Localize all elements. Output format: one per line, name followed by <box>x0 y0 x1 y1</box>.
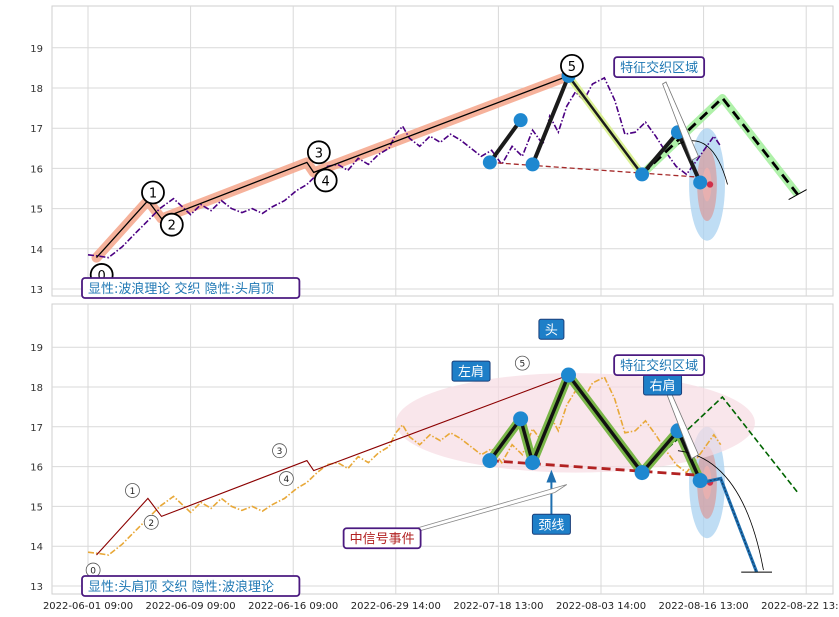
pattern-node <box>482 155 497 170</box>
x-tick-label: 2022-08-16 13:00 <box>659 601 749 612</box>
pattern-node <box>513 411 529 427</box>
y-tick-label: 18 <box>30 84 43 95</box>
x-tick-label: 2022-06-01 09:00 <box>43 601 133 612</box>
y-tick-label: 16 <box>30 463 43 474</box>
y-tick-label: 13 <box>30 285 43 296</box>
head-shoulders-stroke <box>530 75 571 166</box>
pattern-node <box>525 157 540 172</box>
annotation-text: 特征交织区域 <box>620 358 698 374</box>
annotation-text: 头 <box>545 323 558 338</box>
wave-label-circle <box>141 180 165 205</box>
annotation-text: 左肩 <box>458 364 484 380</box>
annotation-box <box>613 354 706 377</box>
annotation-text: 中信号事件 <box>350 532 415 547</box>
forecast-line <box>641 95 799 196</box>
annotation-text: 特征交织区域 <box>620 60 698 76</box>
y-tick-label: 18 <box>30 383 43 394</box>
annotation-box <box>451 360 491 382</box>
x-tick-label: 2022-06-29 14:00 <box>351 601 441 612</box>
forecast-end-tick <box>788 189 807 200</box>
wave-label-circle <box>159 212 184 237</box>
info-label-box <box>81 575 301 597</box>
y-tick-label: 19 <box>30 44 43 55</box>
head-shoulders-stroke <box>676 131 703 184</box>
y-tick-label: 13 <box>30 582 43 593</box>
wave-label-text: 5 <box>519 360 525 370</box>
pattern-node <box>693 175 708 190</box>
x-tick-label: 2022-06-16 09:00 <box>248 601 338 612</box>
y-tick-label: 15 <box>30 502 43 513</box>
x-tick-label: 2022-07-18 13:00 <box>453 601 543 612</box>
pattern-node <box>513 113 528 128</box>
wave-label-circle <box>272 443 287 459</box>
wave-label-text: 2 <box>148 519 154 529</box>
price-line <box>87 76 722 259</box>
annotation-text: 右肩 <box>650 378 676 394</box>
x-tick-label: 2022-08-03 14:00 <box>556 601 646 612</box>
feature-zone-arrow <box>662 81 699 161</box>
head-shoulders-stroke <box>640 130 680 176</box>
info-label-text: 显性:波浪理论 交织 隐性:头肩顶 <box>88 281 274 297</box>
neckline <box>489 161 701 178</box>
annotation-box <box>538 318 565 340</box>
wave-label-text: 3 <box>277 447 283 457</box>
annotation-box <box>342 527 422 550</box>
pattern-node <box>635 167 650 182</box>
wave-label-text: 4 <box>283 475 289 485</box>
y-tick-label: 16 <box>30 164 43 175</box>
wave-label-text: 3 <box>315 146 323 161</box>
neckline-arrow-head <box>546 469 557 483</box>
wave-label-text: 4 <box>322 174 330 189</box>
wave-label-text: 1 <box>130 487 136 497</box>
price-line <box>87 376 722 556</box>
wave-label-circle <box>306 140 331 165</box>
pattern-node <box>561 367 577 383</box>
info-label-text: 显性:头肩顶 交织 隐性:波浪理论 <box>88 579 274 595</box>
wave-label-circle <box>125 483 140 498</box>
wave-label-text: 5 <box>568 60 576 75</box>
head-shoulders-stroke <box>488 118 523 164</box>
x-axis-tick-labels: 2022-06-01 09:00 2022-06-09 09:00 2022-06-… <box>43 601 839 612</box>
wave-label-text: 0 <box>90 567 96 577</box>
pattern-node <box>525 455 541 471</box>
wave-label-circle <box>143 514 159 530</box>
wave-label-text: 0 <box>98 269 106 284</box>
info-label-box <box>81 277 301 299</box>
wave-down-segment <box>567 75 644 176</box>
wave-label-text: 1 <box>149 187 157 202</box>
breakdown-leg <box>701 476 759 573</box>
pattern-node <box>482 453 498 469</box>
ellipse-center-point <box>706 181 714 188</box>
pattern-node <box>692 473 708 489</box>
wave-label-circle <box>560 53 584 78</box>
y-tick-label: 17 <box>30 124 43 135</box>
y-tick-label: 14 <box>30 542 43 553</box>
neckline <box>489 459 701 477</box>
annotation-box <box>613 56 706 78</box>
annotation-box <box>531 513 571 535</box>
annotation-text: 颈线 <box>538 518 564 533</box>
y-tick-label: 17 <box>30 423 43 434</box>
wave-label-circle <box>278 471 294 486</box>
x-tick-label: 2022-06-09 09:00 <box>146 601 236 612</box>
y-tick-label: 19 <box>30 343 43 354</box>
wave-label-circle <box>514 355 530 371</box>
pattern-node <box>634 465 650 481</box>
wave-label-text: 2 <box>168 219 176 234</box>
x-tick-label: 2022-08-22 13:00 <box>761 601 839 612</box>
y-tick-label: 14 <box>30 245 43 256</box>
y-tick-label: 15 <box>30 205 43 216</box>
wave-line <box>96 75 569 259</box>
wave-label-circle <box>313 168 338 193</box>
wave-line <box>96 374 569 556</box>
